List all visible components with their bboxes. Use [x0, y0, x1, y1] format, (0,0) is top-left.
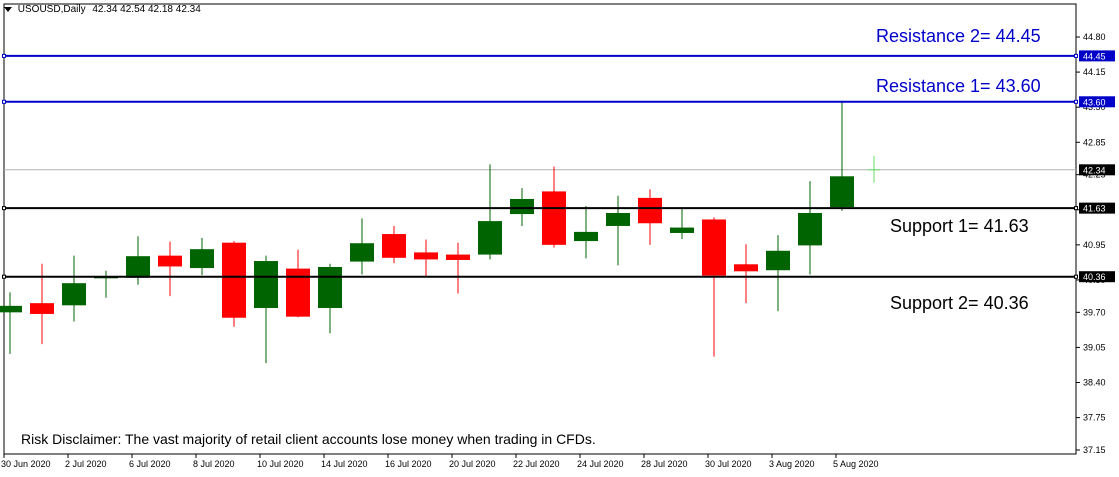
candle-body [542, 191, 566, 245]
candle-body [126, 256, 150, 278]
candle-body [702, 219, 726, 276]
x-tick-label: 30 Jun 2020 [1, 459, 51, 469]
x-tick-label: 24 Jul 2020 [577, 459, 624, 469]
candle-body [446, 254, 470, 260]
bid-price-tag [1079, 164, 1115, 176]
candle-body [606, 212, 630, 226]
resistance-price-tag [1079, 96, 1115, 108]
candle-body [222, 242, 246, 318]
resistance-price-tag [1079, 50, 1115, 62]
line-anchor [2, 206, 6, 211]
resistance-price-label: 44.45 [1083, 51, 1106, 61]
chart-header: USOUSD,Daily 42.34 42.54 42.18 42.34 [4, 4, 201, 15]
x-tick-label: 28 Jul 2020 [641, 459, 688, 469]
candle-body [190, 249, 214, 269]
support-1-label: Support 1= 41.63 [890, 216, 1029, 236]
support-price-tag [1079, 271, 1115, 283]
line-anchor [1074, 53, 1078, 58]
line-anchor [2, 99, 6, 104]
x-tick-label: 5 Aug 2020 [833, 459, 879, 469]
y-tick-label: 39.05 [1083, 342, 1106, 352]
ohlc-readout: 42.34 42.54 42.18 42.34 [92, 4, 201, 15]
candle-body [318, 266, 342, 309]
x-tick-label: 6 Jul 2020 [129, 459, 171, 469]
resistance-2-label: Resistance 2= 44.45 [876, 26, 1041, 46]
dropdown-icon[interactable] [4, 6, 12, 12]
risk-disclaimer: Risk Disclaimer: The vast majority of re… [21, 431, 596, 447]
candle-body [766, 250, 790, 271]
y-tick-label: 44.80 [1083, 32, 1106, 42]
y-tick-label: 40.95 [1083, 240, 1106, 250]
candle-body [382, 234, 406, 258]
candle-body [670, 227, 694, 233]
y-tick-label: 44.15 [1083, 67, 1106, 77]
resistance-price-label: 43.60 [1083, 97, 1106, 107]
x-tick-label: 3 Aug 2020 [769, 459, 815, 469]
candle-body [798, 212, 822, 246]
x-tick-label: 10 Jul 2020 [257, 459, 304, 469]
line-anchor [1074, 99, 1078, 104]
candle-body [638, 197, 662, 224]
candle-body [510, 198, 534, 215]
support-price-label: 41.63 [1083, 204, 1106, 214]
candle-body [158, 255, 182, 267]
y-tick-label: 37.75 [1083, 413, 1106, 423]
x-tick-label: 2 Jul 2020 [65, 459, 107, 469]
support-price-tag [1079, 202, 1115, 214]
candle-body [830, 176, 854, 208]
candle-body [414, 252, 438, 260]
candle-body [350, 243, 374, 262]
bid-price-label: 42.34 [1083, 165, 1106, 175]
support-2-label: Support 2= 40.36 [890, 293, 1029, 313]
plot-frame [3, 3, 1077, 455]
symbol-label: USOUSD,Daily [17, 4, 86, 15]
candle-body [62, 283, 86, 306]
y-tick-label: 42.85 [1083, 137, 1106, 147]
candle-body [574, 231, 598, 242]
x-tick-label: 20 Jul 2020 [449, 459, 496, 469]
x-tick-label: 16 Jul 2020 [385, 459, 432, 469]
y-tick-label: 38.40 [1083, 378, 1106, 388]
candle-body [0, 305, 22, 313]
line-anchor [2, 53, 6, 58]
x-tick-label: 8 Jul 2020 [193, 459, 235, 469]
x-tick-label: 30 Jul 2020 [705, 459, 752, 469]
line-anchor [1074, 206, 1078, 211]
candle-body [478, 221, 502, 255]
support-price-label: 40.36 [1083, 272, 1106, 282]
candle-body [30, 303, 54, 314]
y-tick-label: 39.70 [1083, 307, 1106, 317]
x-tick-label: 14 Jul 2020 [321, 459, 368, 469]
candle-body [254, 261, 278, 309]
candle-body [734, 264, 758, 272]
x-tick-label: 22 Jul 2020 [513, 459, 560, 469]
line-anchor [1074, 274, 1078, 279]
line-anchor [2, 274, 6, 279]
y-tick-label: 37.15 [1083, 445, 1106, 455]
resistance-1-label: Resistance 1= 43.60 [876, 76, 1041, 96]
